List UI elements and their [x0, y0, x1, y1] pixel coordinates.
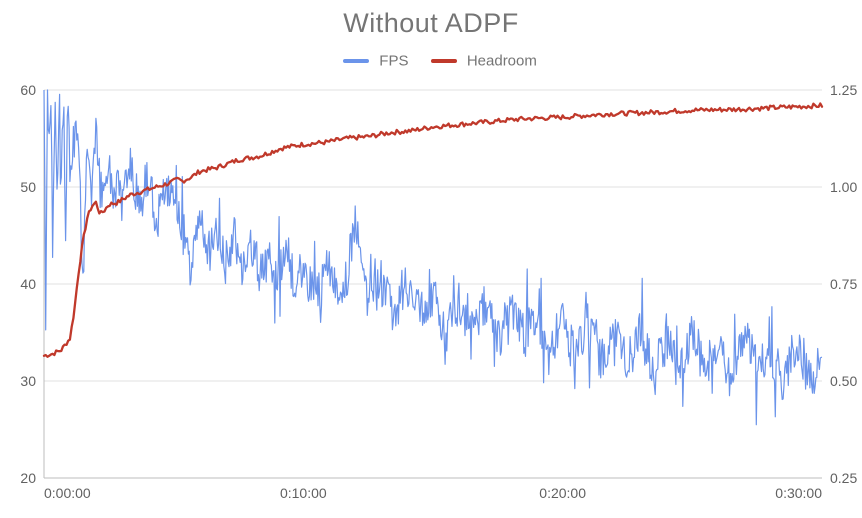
svg-text:60: 60 [20, 82, 36, 98]
svg-text:0:00:00: 0:00:00 [44, 485, 91, 501]
svg-text:50: 50 [20, 179, 36, 195]
svg-text:0:30:00: 0:30:00 [775, 485, 822, 501]
svg-text:0:20:00: 0:20:00 [539, 485, 586, 501]
series-fps [44, 90, 822, 425]
svg-text:20: 20 [20, 470, 36, 486]
svg-text:0.50: 0.50 [830, 373, 857, 389]
svg-text:30: 30 [20, 373, 36, 389]
svg-text:0:10:00: 0:10:00 [280, 485, 327, 501]
svg-text:0.25: 0.25 [830, 470, 857, 486]
chart-svg: 20 30 40 50 60 0.25 0.50 0.75 1.00 1.25 0:00:00 0:1… [0, 0, 862, 518]
svg-text:0.75: 0.75 [830, 276, 857, 292]
svg-text:1.25: 1.25 [830, 82, 857, 98]
series-headroom [44, 104, 822, 357]
chart-container: Without ADPF FPS Headroom 20304050600.25… [0, 0, 862, 518]
svg-text:1.00: 1.00 [830, 179, 857, 195]
svg-text:40: 40 [20, 276, 36, 292]
